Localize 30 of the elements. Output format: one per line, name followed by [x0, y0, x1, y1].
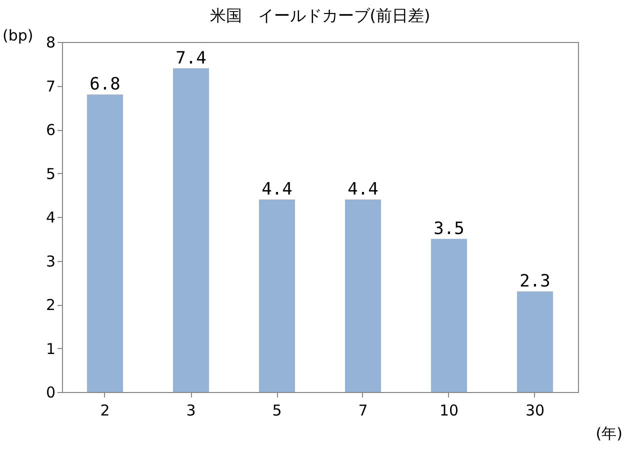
bar [173, 68, 209, 392]
y-tick-label: 2 [46, 296, 56, 314]
y-axis-title: (bp) [2, 26, 34, 44]
x-tick-label: 2 [100, 402, 110, 420]
y-tick-label: 7 [46, 77, 56, 96]
data-label: 4.4 [262, 180, 292, 200]
y-tick-label: 3 [46, 252, 56, 270]
y-tick-label: 4 [46, 208, 56, 226]
y-tick-label: 0 [46, 384, 56, 402]
y-tick-label: 8 [46, 34, 56, 52]
bar [259, 200, 295, 392]
data-label: 7.4 [176, 48, 206, 68]
x-tick-label: 5 [272, 402, 282, 420]
data-label: 4.4 [348, 180, 378, 200]
bar [517, 291, 553, 392]
x-tick-label: 7 [358, 402, 368, 420]
x-tick-label: 10 [439, 402, 459, 420]
bar [345, 200, 381, 392]
y-tick-label: 1 [46, 340, 56, 358]
bar [431, 238, 467, 392]
chart-title: 米国 イールドカーブ(前日差) [210, 6, 430, 25]
x-tick-label: 3 [186, 402, 196, 420]
bar [87, 94, 123, 392]
data-label: 2.3 [520, 271, 550, 292]
data-label: 3.5 [434, 218, 464, 239]
y-tick-label: 6 [46, 121, 56, 139]
x-tick-label: 30 [525, 402, 545, 420]
data-label: 6.8 [90, 74, 120, 94]
y-tick-label: 5 [46, 164, 56, 183]
x-axis-title: (年) [596, 424, 622, 442]
